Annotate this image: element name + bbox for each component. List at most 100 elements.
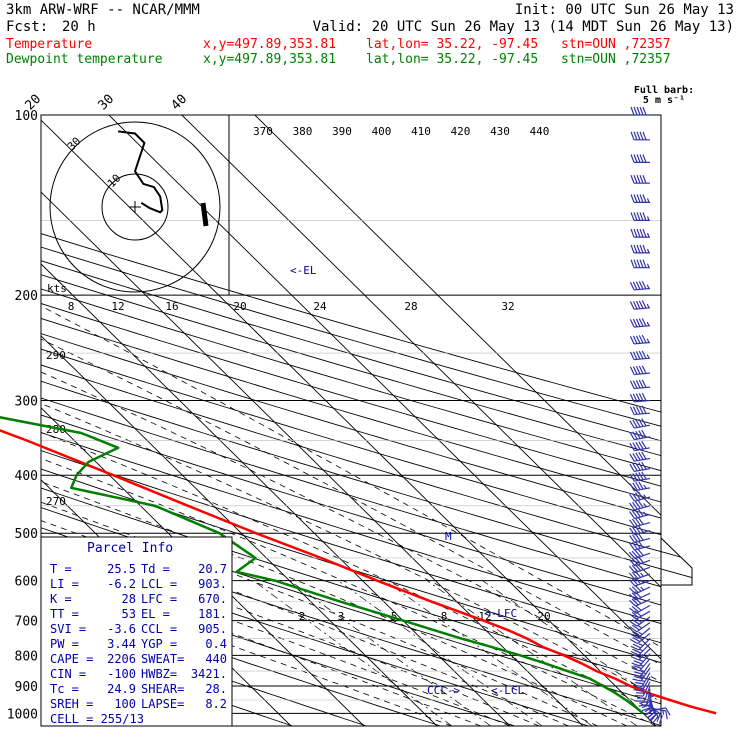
wind-barb (629, 350, 651, 361)
wind-barb (629, 418, 651, 429)
parcel-info-value: 20.7 (198, 562, 227, 576)
parcel-info-title: Parcel Info (87, 541, 173, 556)
theta-e-label: 380 (293, 125, 313, 138)
wind-barb (629, 429, 651, 441)
wind-barb (628, 577, 651, 587)
parcel-info-key: Tc = (50, 682, 79, 696)
wind-barbs (628, 106, 671, 724)
frame-notch (660, 537, 693, 586)
parcel-info-value: -100 (107, 667, 136, 681)
isotherm (108, 115, 692, 726)
parcel-info-key: PW = (50, 637, 79, 651)
wind-barb (644, 694, 654, 716)
ccl-marker: CCL-> (427, 684, 460, 697)
wind-barb (630, 638, 651, 651)
wind-barb (630, 259, 650, 269)
legend-dewpoint: Dewpoint temperature (6, 52, 163, 67)
parcel-info-value: 670. (198, 592, 227, 606)
parcel-info-key: EL = (141, 607, 170, 621)
dry-adiabat (41, 115, 692, 726)
legend-temperature-xy: x,y=497.89,353.81 (203, 37, 336, 52)
parcel-info-value: 905. (198, 622, 227, 636)
hodograph-ring-label: 30 (65, 135, 84, 154)
lcl-marker: <-LCL (491, 684, 524, 697)
wind-barb (630, 627, 651, 639)
m-marker: M (445, 530, 452, 543)
wind-barb (629, 517, 651, 528)
wind-barb (628, 597, 651, 607)
parcel-info-value: 28. (205, 682, 227, 696)
parcel-info-key: LFC = (141, 592, 177, 606)
dry-adiabat (41, 115, 692, 726)
dry-adiabat (41, 115, 692, 726)
el-marker: <-EL (290, 264, 317, 277)
valid-time: Valid: 20 UTC Sun 26 May 13 (14 MDT Sun … (313, 19, 734, 35)
parcel-info-key: YGP = (141, 637, 177, 651)
hodograph-ring-inner (101, 173, 169, 241)
isotherm (41, 115, 438, 726)
wind-barb (628, 591, 651, 601)
wind-barb (635, 685, 651, 702)
dry-adiabat (41, 115, 692, 726)
mixing-ratio-label: 20 (537, 610, 550, 623)
wind-barb (633, 672, 651, 688)
parcel-info-key: TT = (50, 607, 79, 621)
temperature-profile (0, 429, 717, 715)
wind-barb (630, 106, 650, 116)
mixing-ratio-line (426, 580, 638, 726)
dry-adiabat (41, 115, 692, 726)
dry-adiabat (41, 115, 692, 726)
wind-barb (629, 616, 651, 627)
legend-dewpoint-stn: stn=OUN ,72357 (561, 52, 671, 67)
parcel-info-key: K = (50, 592, 72, 606)
wind-barb (629, 532, 651, 544)
parcel-info-key: SVI = (50, 622, 86, 636)
isotherm (181, 115, 692, 726)
full-barb-label: Full barb: (634, 85, 694, 96)
pressure-label: 700 (15, 615, 38, 630)
wind-barb (629, 471, 651, 482)
wind-barb (629, 622, 651, 633)
moist-adiabat (41, 294, 540, 726)
legend-temperature-latlon: lat,lon= 35.22, -97.45 (366, 37, 538, 52)
theta-e-label: 400 (372, 125, 392, 138)
parcel-info-value: 100 (114, 697, 136, 711)
wind-barb (630, 194, 650, 203)
wind-barb (629, 508, 651, 520)
dry-adiabat (41, 115, 515, 726)
parcel-info-value: -3.6 (107, 622, 136, 636)
theta-e-label: 410 (411, 125, 431, 138)
pressure-label: 500 (15, 527, 38, 542)
wind-barb (632, 667, 651, 682)
wind-barb (629, 300, 651, 310)
temperature-label: 40 (169, 92, 191, 114)
fcst-value: 20 h (62, 19, 96, 35)
parcel-info-key: LCL = (141, 577, 177, 591)
pressure-label: 900 (15, 680, 38, 695)
wind-barb (631, 653, 651, 667)
moist-adiabat (41, 294, 511, 726)
profiles (0, 416, 717, 715)
parcel-info-panel: Parcel Info T = 25.5 Td = 20.7 LI = -6.2 LCL = 9… (40, 536, 233, 727)
parcel-info-value: 25.5 (107, 562, 136, 576)
isotherm (41, 115, 657, 726)
parcel-info-key: CCL = (141, 622, 177, 636)
parcel-info-key: SHEAR= (141, 682, 184, 696)
isotherm (41, 115, 584, 726)
mixing-ratio-label: 3 (338, 610, 345, 623)
dry-adiabat (41, 115, 692, 726)
theta-label: 290 (46, 349, 66, 362)
mixing-ratio-label: 2 (299, 610, 306, 623)
wind-barb (629, 440, 651, 452)
hodograph-units: kts (47, 282, 67, 295)
theta-e-label: 370 (253, 125, 273, 138)
parcel-info-value: 2206 (107, 652, 136, 666)
hodograph-ring-label: 10 (105, 172, 124, 191)
parcel-info-key: LAPSE= (141, 697, 184, 711)
dry-adiabat (41, 115, 692, 726)
parcel-info-key: Td = (141, 562, 170, 576)
parcel-info-key: T = (50, 562, 72, 576)
pressure-label: 800 (15, 649, 38, 664)
